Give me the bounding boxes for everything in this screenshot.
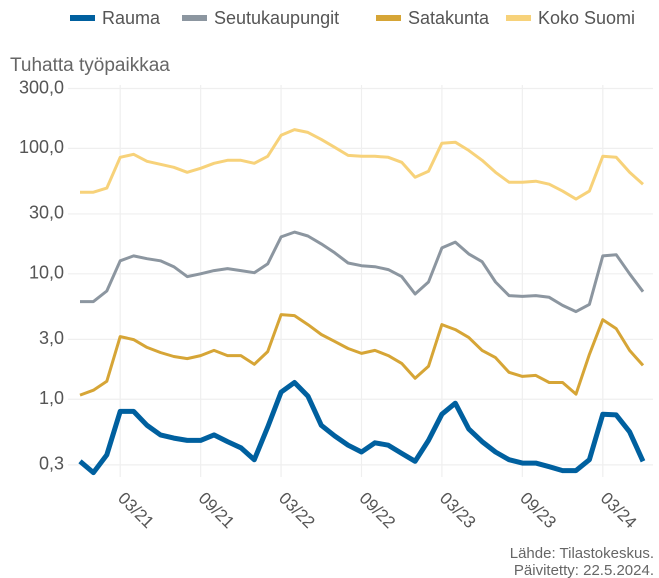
series-line [80,128,644,201]
x-tick-label: 03/24 [597,489,641,533]
y-tick-label: 10,0 [29,263,64,283]
legend-label: Satakunta [408,8,490,28]
x-tick-label: 03/21 [114,489,158,533]
source: Lähde: Tilastokeskus. [510,545,654,562]
x-tick-label: 09/23 [516,489,560,533]
y-tick-label: 30,0 [29,203,64,223]
updated: Päivitetty: 22.5.2024. [514,562,654,578]
y-tick-label: 0,3 [39,454,64,474]
x-tick-label: 09/22 [356,489,400,533]
y-tick-label: 100,0 [19,137,64,157]
series-line [80,230,645,314]
series-line [78,380,646,476]
x-tick-label: 03/23 [436,489,480,533]
legend-label: Koko Suomi [538,8,635,28]
y-tick-label: 3,0 [39,328,64,348]
x-tick-label: 03/22 [275,489,319,533]
legend-label: Rauma [102,8,161,28]
y-tick-label: 300,0 [19,77,64,97]
x-tick-label: 09/21 [195,489,239,533]
series-line [79,313,645,397]
y-tick-label: 1,0 [39,388,64,408]
y-axis-label: Tuhatta työpaikkaa [10,55,170,76]
legend-label: Seutukaupungit [214,8,339,28]
